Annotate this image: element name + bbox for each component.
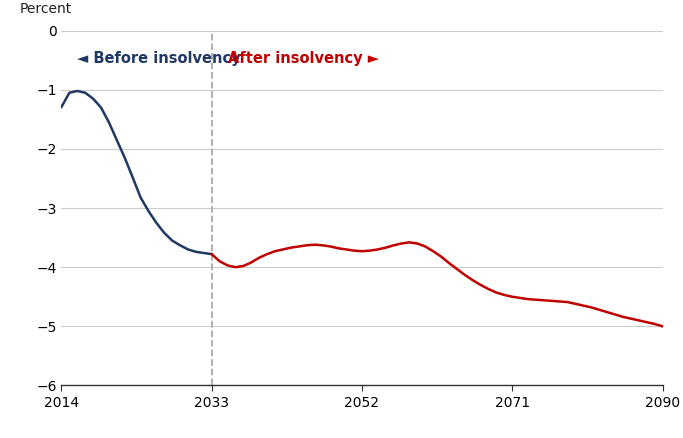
Text: After insolvency ►: After insolvency ►	[227, 51, 378, 66]
Text: ◄ Before insolvency: ◄ Before insolvency	[77, 51, 241, 66]
Text: Percent: Percent	[19, 3, 72, 17]
